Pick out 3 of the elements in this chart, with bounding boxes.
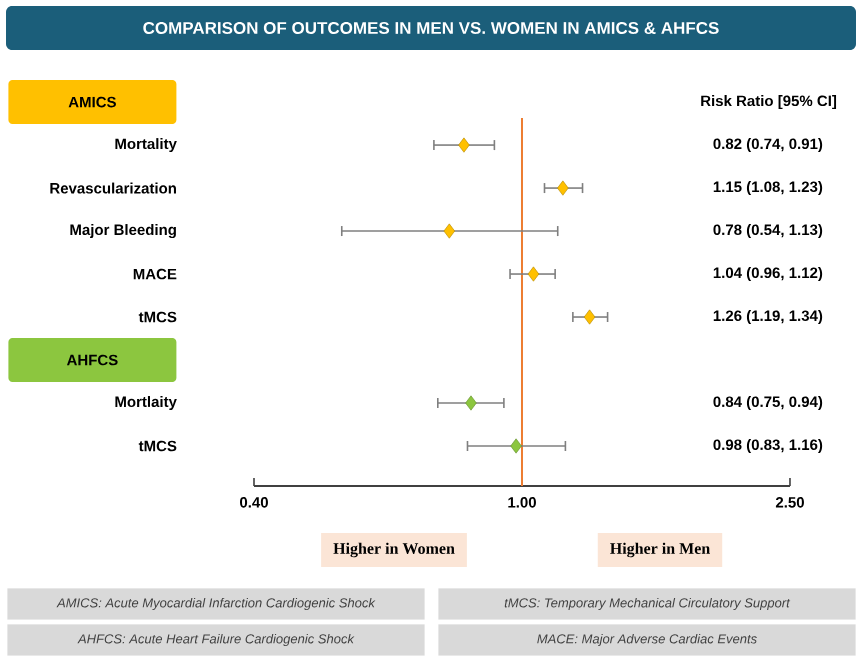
text: Higher in Men [610, 542, 710, 558]
text: Higher in Women [333, 542, 455, 558]
chart-title: COMPARISON OF OUTCOMES IN MEN VS. WOMEN IN AMICS & AHFCS [143, 21, 719, 34]
